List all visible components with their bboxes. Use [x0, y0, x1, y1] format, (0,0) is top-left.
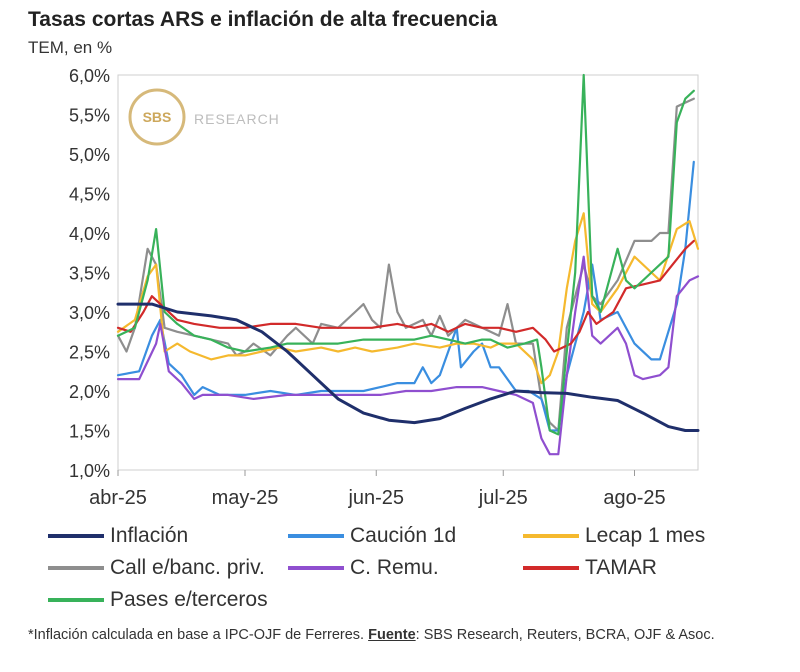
legend-swatch [288, 566, 344, 570]
series-line-pases-e-terceros [116, 73, 695, 436]
legend-item: Caución 1d [288, 524, 456, 548]
y-tick-label: 1,5% [69, 422, 110, 442]
legend-label: TAMAR [585, 556, 657, 579]
legend-label: Pases e/terceros [110, 588, 268, 611]
legend-swatch [523, 534, 579, 538]
y-tick-label: 4,5% [69, 185, 110, 205]
series-line-inflaci-n [116, 302, 700, 432]
footnote-source-text: : SBS Research, Reuters, BCRA, OJF & Aso… [415, 627, 715, 643]
legend-item: Inflación [48, 524, 188, 548]
legend-item: C. Remu. [288, 556, 439, 580]
x-tick-label: may-25 [212, 487, 279, 509]
line-chart: SBS RESEARCH 1,0% 1,5% 2,0% 2,5% 3,0% 3,5% 4,0… [69, 66, 700, 509]
chart-title: Tasas cortas ARS e inflación de alta fre… [28, 8, 498, 31]
legend-label: Lecap 1 mes [585, 524, 706, 547]
legend-item: TAMAR [523, 556, 657, 580]
footnote-prefix: *Inflación calculada en base a IPC-OJF d… [28, 627, 369, 643]
legend-swatch [48, 566, 104, 570]
y-tick-label: 5,5% [69, 106, 110, 126]
series-line-lecap-1-mes [116, 212, 700, 385]
legend-item: Pases e/terceros [48, 588, 268, 612]
legend-label: Call e/banc. priv. [110, 556, 265, 579]
legend-swatch [288, 534, 344, 538]
legend-label: C. Remu. [350, 556, 439, 579]
watermark: SBS RESEARCH [128, 88, 280, 146]
y-tick-label: 2,5% [69, 343, 110, 363]
x-tick-label: jun-25 [347, 487, 404, 509]
x-tick-label: abr-25 [89, 487, 147, 509]
y-tick-label: 4,0% [69, 224, 110, 244]
series-line-tamar [116, 239, 695, 353]
plot-frame [117, 74, 699, 471]
x-tick-label: jul-25 [478, 487, 528, 509]
legend-swatch [523, 566, 579, 570]
y-tick-label: 3,5% [69, 264, 110, 284]
legend-item: Lecap 1 mes [523, 524, 705, 548]
watermark-logo-text: SBS [143, 109, 172, 125]
footnote-source-label: Fuente [368, 627, 416, 643]
chart-subtitle: TEM, en % [28, 38, 113, 57]
x-tick-label: ago-25 [603, 487, 665, 509]
legend-swatch [48, 598, 104, 602]
axes: 1,0% 1,5% 2,0% 2,5% 3,0% 3,5% 4,0% 4,5% 5,0% 5,5%… [69, 66, 699, 509]
y-tick-label: 1,0% [69, 461, 110, 481]
y-tick-label: 2,0% [69, 382, 110, 402]
watermark-text: RESEARCH [194, 111, 280, 127]
sbs-logo-icon [128, 88, 186, 146]
series-line-call-e-banc-priv [116, 97, 695, 432]
y-tick-label: 6,0% [69, 66, 110, 86]
series-layer [116, 73, 700, 456]
legend-label: Inflación [110, 524, 189, 547]
legend-item: Call e/banc. priv. [48, 556, 265, 580]
footnote: *Inflación calculada en base a IPC-OJF d… [28, 626, 776, 645]
y-tick-label: 5,0% [69, 145, 110, 165]
legend-label: Caución 1d [350, 524, 457, 547]
series-line-c-remu [116, 255, 700, 456]
y-tick-label: 3,0% [69, 303, 110, 323]
legend-swatch [48, 534, 104, 538]
